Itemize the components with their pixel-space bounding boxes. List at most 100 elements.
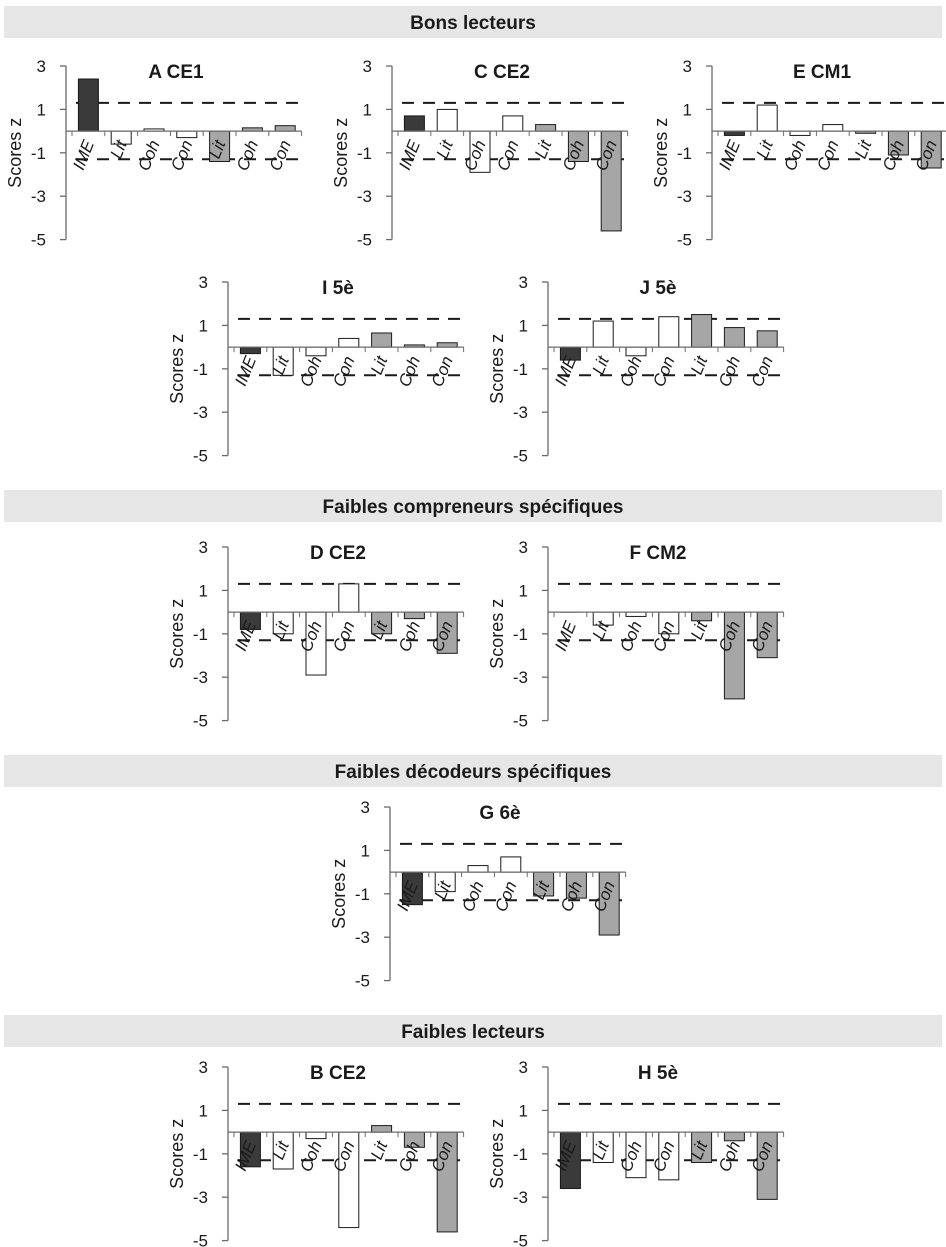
y-tick-label: 1 [199,316,208,335]
category-label-con: Con [748,353,777,389]
bar-ime [403,115,425,132]
y-tick-label: -5 [677,231,692,250]
y-tick-label: -1 [193,1145,208,1164]
y-tick-label: -5 [513,447,528,466]
y-tick-label: 3 [199,538,208,557]
y-tick-label: -3 [513,403,528,422]
chart-title: D CE2 [310,543,366,564]
bar-con [436,342,458,348]
category-label-coh: Coh [616,618,645,654]
section-header: Faibles décodeurs spécifiques [4,755,942,787]
y-tick-label: 3 [519,538,528,557]
bar-coh [723,327,745,348]
bar-lit [371,332,393,348]
y-tick-label: -3 [193,668,208,687]
y-tick-label: -1 [513,360,528,379]
y-tick-label: -5 [355,972,370,991]
y-tick-label: -3 [193,1188,208,1207]
bar-coh [625,611,647,617]
y-tick-label: -5 [193,1232,208,1247]
bar-con [176,130,198,139]
y-tick-label: -1 [357,144,372,163]
category-label-coh: Coh [879,137,908,173]
y-tick-label: -5 [513,712,528,731]
bar-lit [756,104,778,132]
section-title: Faibles décodeurs spécifiques [335,762,612,783]
category-label-coh: Coh [559,137,588,173]
section-header: Faibles lecteurs [4,1015,942,1047]
category-label-coh: Coh [715,353,744,389]
bar-ime [77,78,99,132]
y-tick-label: -1 [193,360,208,379]
category-label-con: Con [329,618,358,654]
bar-coh [789,130,811,136]
bar-coh [403,611,425,620]
category-label-lit: Lit [367,1137,392,1162]
bar-lit [592,320,614,348]
bar-coh [467,865,489,873]
y-axis-label: Scores z [167,1119,187,1189]
y-tick-label: -5 [193,712,208,731]
y-tick-label: -3 [31,187,46,206]
category-label-coh: Coh [395,618,424,654]
section-header: Bons lecteurs [4,6,942,38]
category-label-con: Con [428,353,457,389]
category-label-con: Con [649,353,678,389]
category-label-coh: Coh [557,878,586,914]
chart-title: E CM1 [793,62,852,83]
category-label-con: Con [649,618,678,654]
section-band [4,6,942,38]
y-tick-label: 3 [683,57,692,76]
y-tick-label: 1 [519,316,528,335]
bar-coh [305,1131,327,1140]
bar-con [338,337,360,348]
y-tick-label: 1 [519,581,528,600]
category-label-coh: Coh [296,1138,325,1174]
bar-lit [691,314,713,348]
y-tick-label: -5 [31,231,46,250]
category-label-lit: Lit [367,352,392,377]
y-axis-label: Scores z [487,599,507,669]
y-tick-label: 1 [37,100,46,119]
category-label-coh: Coh [233,137,262,173]
y-tick-label: -1 [513,625,528,644]
category-label-con: Con [329,353,358,389]
chart-title: A CE1 [148,62,204,83]
section-band [4,755,942,787]
y-tick-label: -3 [513,1188,528,1207]
y-tick-label: 1 [363,100,372,119]
category-label-lit: Lit [589,352,614,377]
y-tick-label: -1 [513,1145,528,1164]
bar-lit [371,1125,393,1133]
category-label-coh: Coh [616,353,645,389]
category-label-lit: Lit [433,136,458,161]
y-tick-label: -1 [677,144,692,163]
category-label-con: Con [491,878,520,914]
bar-ime [723,130,745,136]
y-tick-label: 3 [199,273,208,292]
y-tick-label: 3 [363,57,372,76]
category-label-con: Con [266,137,295,173]
section-title: Bons lecteurs [410,13,536,34]
y-tick-label: 1 [199,1101,208,1120]
bar-lit [535,124,557,132]
chart-title: B CE2 [310,1063,366,1084]
category-label-ime: IME [69,137,98,173]
y-tick-label: 1 [361,841,370,860]
category-label-lit: Lit [687,352,712,377]
y-tick-label: -3 [513,668,528,687]
y-axis-label: Scores z [651,118,671,188]
y-tick-label: -3 [193,403,208,422]
y-tick-label: -3 [677,187,692,206]
y-axis-label: Scores z [329,859,349,929]
chart-title: C CE2 [474,62,530,83]
y-tick-label: 3 [361,798,370,817]
section-title: Faibles lecteurs [401,1022,545,1043]
category-label-lit: Lit [531,136,556,161]
